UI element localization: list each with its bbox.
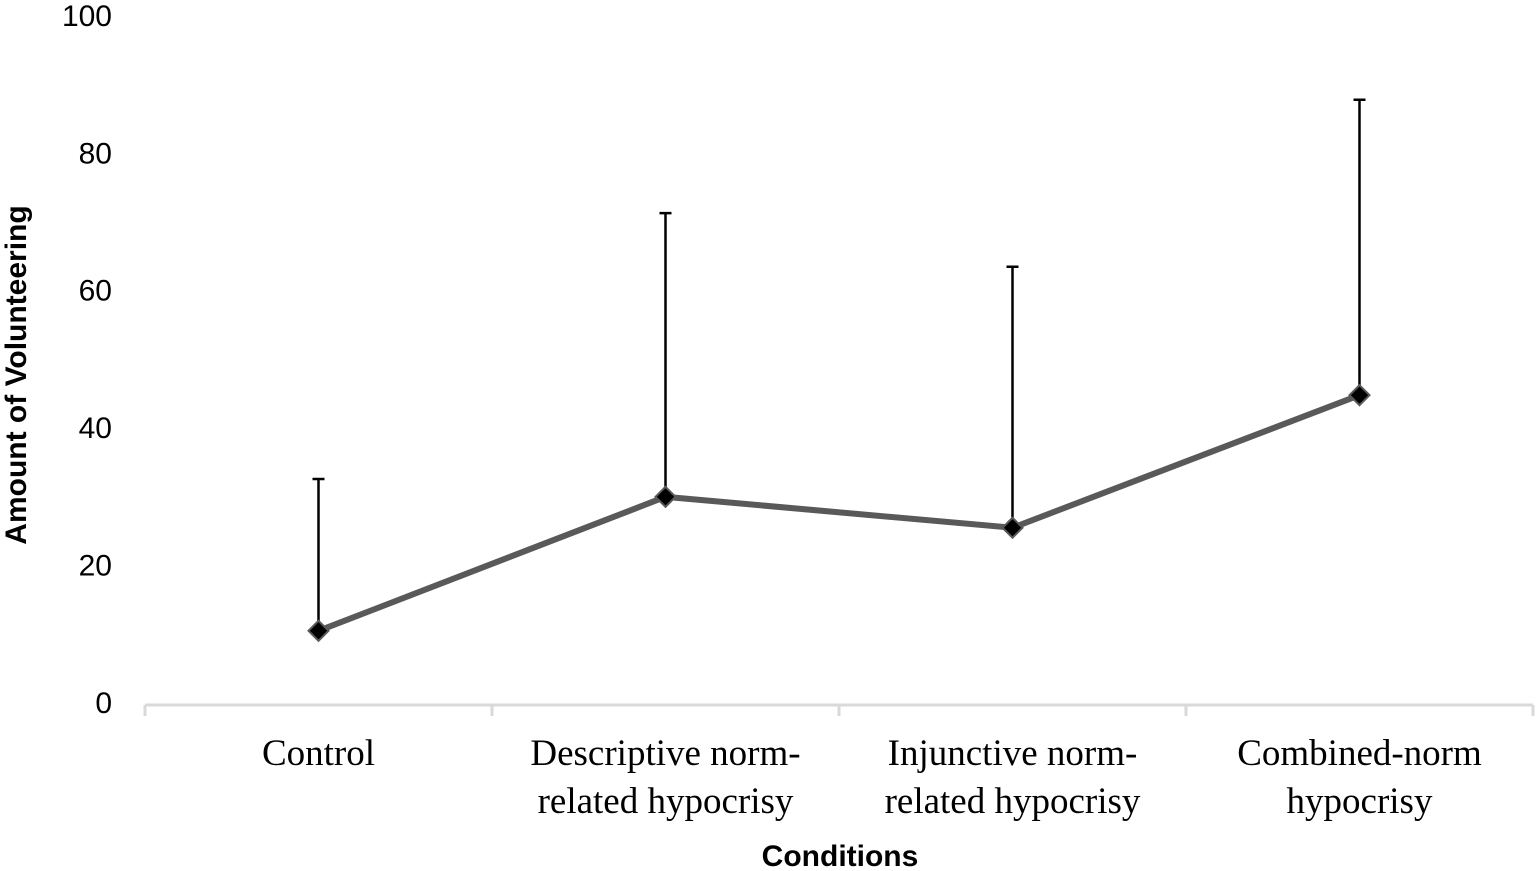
y-tick-label: 20 — [79, 550, 112, 583]
y-tick-label: 80 — [79, 137, 112, 170]
y-tick-label: 0 — [95, 687, 112, 720]
series-line — [317, 392, 1361, 634]
x-axis-title: Conditions — [762, 840, 919, 871]
error-bar — [659, 211, 672, 497]
y-axis-title: Amount of Volunteering — [0, 205, 33, 544]
error-bar — [1006, 265, 1019, 528]
x-tick-label: Injunctive norm-related hypocrisy — [884, 733, 1141, 822]
y-tick-label: 100 — [62, 0, 112, 33]
marker — [1348, 383, 1371, 407]
marker — [307, 619, 330, 643]
marker — [654, 485, 677, 509]
error-bar — [1353, 98, 1366, 396]
error-bar — [312, 477, 325, 631]
y-tick-label: 40 — [79, 412, 112, 445]
x-tick-label: Combined-norm hypocrisy — [1237, 733, 1482, 822]
marker — [1001, 516, 1024, 540]
y-tick-label: 60 — [79, 275, 112, 308]
x-tick-label: Control — [261, 733, 376, 774]
x-tick-label: Descriptive norm-related hypocrisy — [530, 733, 801, 822]
